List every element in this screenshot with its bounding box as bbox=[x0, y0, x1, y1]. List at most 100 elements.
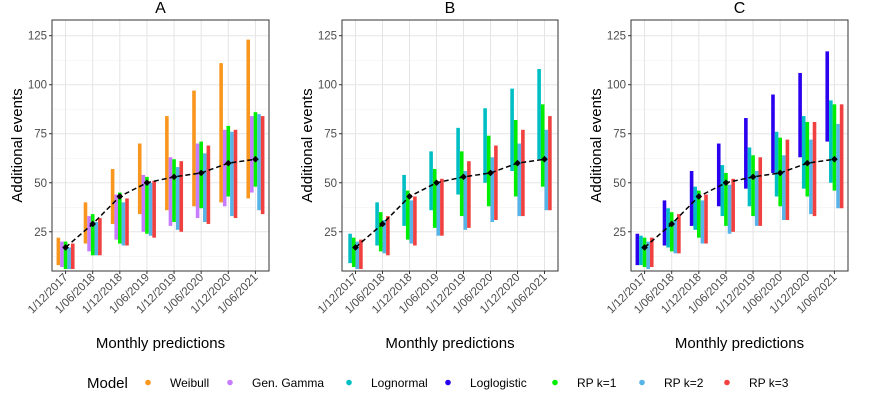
bar-rp-k-3-1 bbox=[677, 214, 681, 254]
y-tick-label: 125 bbox=[28, 31, 47, 43]
legend-key-6 bbox=[724, 379, 730, 386]
bar-rp-k-1-7 bbox=[253, 112, 258, 187]
bar-rp-k-2-7 bbox=[257, 114, 261, 211]
bar-lognormal-4 bbox=[747, 147, 752, 207]
bar-lognormal-5 bbox=[483, 108, 487, 183]
bar-rp-k-2-4 bbox=[754, 170, 759, 226]
observed-point-6 bbox=[225, 159, 232, 167]
panel-title: C bbox=[734, 0, 746, 17]
bar-rp-k-3-7 bbox=[260, 116, 265, 215]
bar-rp-k-3-5 bbox=[785, 139, 790, 221]
observed-line bbox=[65, 158, 256, 249]
bar-rp-k-3-6 bbox=[233, 129, 238, 219]
bar-weibull-6 bbox=[219, 63, 223, 203]
y-tick-label: 75 bbox=[34, 129, 47, 141]
bar-rp-k-1-7 bbox=[832, 104, 837, 191]
bar-gen-gamma-1 bbox=[87, 216, 91, 252]
bar-rp-k-3-2 bbox=[704, 194, 708, 244]
bar-rp-k-1-7 bbox=[540, 104, 545, 187]
legend-title: Model bbox=[87, 375, 128, 392]
bar-rp-k-3-6 bbox=[521, 129, 525, 217]
observed-point-0 bbox=[62, 244, 69, 251]
bar-weibull-1 bbox=[83, 202, 88, 244]
bar-rp-k-3-5 bbox=[494, 145, 498, 221]
bar-rp-k-3-2 bbox=[125, 198, 129, 246]
bar-rp-k-1-3 bbox=[724, 172, 728, 226]
y-tick-label: 125 bbox=[318, 31, 337, 43]
bar-weibull-2 bbox=[110, 169, 115, 224]
y-tick-label: 50 bbox=[34, 178, 47, 190]
bar-gen-gamma-5 bbox=[195, 143, 200, 219]
bar-rp-k-3-3 bbox=[152, 180, 156, 238]
y-tick-label: 25 bbox=[324, 227, 337, 239]
bar-rp-k-3-2 bbox=[413, 196, 417, 246]
panel-border bbox=[630, 19, 849, 272]
bar-rp-k-1-2 bbox=[697, 190, 701, 238]
bar-rp-k-2-1 bbox=[673, 220, 678, 254]
bar-lognormal-1 bbox=[375, 202, 379, 246]
bar-lognormal-2 bbox=[402, 174, 406, 226]
bar-rp-k-1-3 bbox=[432, 169, 437, 228]
bar-rp-k-3-0 bbox=[359, 239, 363, 270]
bar-rp-k-2-3 bbox=[436, 182, 441, 236]
bar-weibull-5 bbox=[192, 90, 196, 207]
bar-rp-k-1-6 bbox=[805, 121, 810, 197]
observed-point-3 bbox=[143, 179, 151, 187]
bar-rp-k-1-1 bbox=[378, 212, 383, 252]
bar-rp-k-2-2 bbox=[409, 200, 414, 244]
legend-label-2: Lognormal bbox=[371, 376, 428, 390]
y-tick-label: 25 bbox=[613, 227, 626, 239]
bar-rp-k-3-5 bbox=[206, 145, 211, 224]
bar-rp-k-1-4 bbox=[459, 151, 464, 217]
observed-line bbox=[355, 158, 545, 249]
bar-rp-k-2-7 bbox=[836, 123, 840, 209]
bar-rp-k-3-0 bbox=[70, 243, 75, 270]
observed-point-3 bbox=[722, 179, 730, 187]
bar-rp-k-2-5 bbox=[490, 157, 495, 222]
panel-title: B bbox=[445, 0, 456, 17]
bar-gen-gamma-3 bbox=[141, 174, 146, 232]
observed-point-0 bbox=[641, 244, 648, 251]
bar-loglogistic-4 bbox=[744, 118, 748, 189]
bar-rp-k-1-5 bbox=[486, 135, 491, 207]
x-axis-title: Monthly predictions bbox=[675, 335, 804, 352]
bar-rp-k-1-4 bbox=[172, 159, 176, 222]
y-tick-label: 50 bbox=[613, 178, 626, 190]
bar-loglogistic-3 bbox=[716, 143, 721, 207]
observed-point-2 bbox=[406, 193, 413, 200]
bar-loglogistic-1 bbox=[662, 200, 667, 246]
observed-point-6 bbox=[514, 159, 521, 167]
legend-key-5 bbox=[639, 379, 645, 386]
legend: Model Weibull Gen. Gamma Lognormal Loglogist… bbox=[87, 375, 789, 392]
bar-gen-gamma-4 bbox=[168, 157, 173, 226]
bar-rp-k-1-0 bbox=[351, 237, 356, 268]
x-axis-title: Monthly predictions bbox=[385, 335, 514, 352]
bar-rp-k-2-6 bbox=[809, 139, 813, 215]
observed-point-2 bbox=[116, 193, 124, 200]
bar-rp-k-3-6 bbox=[812, 121, 817, 217]
y-tick-label: 125 bbox=[607, 31, 626, 43]
bar-loglogistic-2 bbox=[689, 170, 694, 226]
bar-rp-k-2-1 bbox=[94, 221, 99, 256]
bar-lognormal-2 bbox=[693, 186, 698, 230]
bar-gen-gamma-0 bbox=[60, 241, 64, 268]
bar-rp-k-3-7 bbox=[548, 116, 552, 211]
bar-rp-k-1-6 bbox=[513, 120, 518, 197]
bar-gen-gamma-2 bbox=[114, 194, 119, 240]
bar-rp-k-3-4 bbox=[179, 161, 184, 232]
panel-B: 2550751001251/12/20171/06/20181/12/20181… bbox=[299, 0, 559, 352]
bar-rp-k-2-0 bbox=[355, 241, 360, 270]
bar-lognormal-7 bbox=[829, 100, 833, 183]
bar-lognormal-6 bbox=[801, 116, 806, 189]
bar-rp-k-2-7 bbox=[544, 129, 549, 211]
observed-point-4 bbox=[460, 173, 467, 181]
y-axis-title: Additional events bbox=[588, 88, 605, 202]
bar-loglogistic-0 bbox=[635, 233, 640, 266]
bar-rp-k-3-1 bbox=[386, 216, 390, 256]
observed-point-1 bbox=[89, 220, 96, 228]
bar-rp-k-3-1 bbox=[98, 218, 102, 256]
x-axis-title: Monthly predictions bbox=[96, 335, 225, 352]
bar-rp-k-1-4 bbox=[751, 155, 755, 217]
observed-point-5 bbox=[487, 169, 494, 177]
bar-lognormal-3 bbox=[720, 165, 725, 217]
